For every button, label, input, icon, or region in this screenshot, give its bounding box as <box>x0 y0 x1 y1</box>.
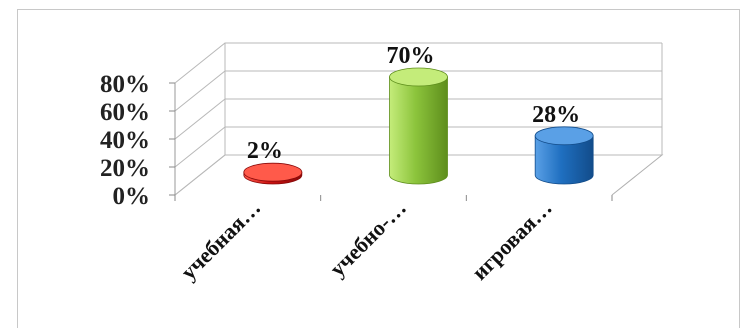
data-label: 28% <box>532 102 580 128</box>
chart-border <box>17 9 740 328</box>
bar-top <box>534 126 594 146</box>
y-tick-label: 80% <box>100 71 150 98</box>
bars <box>243 67 594 185</box>
y-tick-label: 20% <box>100 155 150 182</box>
bar-body <box>389 76 448 185</box>
bar-top <box>243 162 303 182</box>
category-label: учебно-… <box>325 195 411 281</box>
y-tick-label: 60% <box>100 99 150 126</box>
bar <box>389 67 448 185</box>
category-labels: учебная… учебно-… игровая… <box>176 195 557 285</box>
category-label: учебная… <box>176 195 266 285</box>
data-label: 70% <box>387 43 435 69</box>
bar <box>534 126 594 185</box>
y-axis-ticks: 0%20%40%60%80% <box>100 71 613 210</box>
data-label: 2% <box>247 138 283 164</box>
y-tick-label: 40% <box>100 127 150 154</box>
bar <box>243 162 303 185</box>
bar-top <box>389 67 448 87</box>
chart-walls <box>174 42 664 196</box>
y-tick-label: 0% <box>113 183 151 210</box>
data-labels: 2% 70% 28% <box>247 43 580 164</box>
bar-body <box>534 135 594 185</box>
category-label: игровая… <box>467 195 557 285</box>
